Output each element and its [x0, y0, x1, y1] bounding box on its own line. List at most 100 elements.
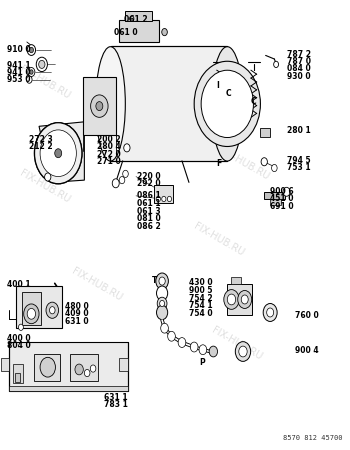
Text: 480 0: 480 0: [65, 302, 89, 311]
Circle shape: [130, 16, 134, 21]
Text: 754 1: 754 1: [189, 301, 212, 310]
Bar: [13, 364, 23, 383]
Circle shape: [157, 297, 167, 310]
Text: 061 1: 061 1: [136, 199, 160, 208]
Circle shape: [263, 303, 277, 321]
Circle shape: [199, 345, 207, 355]
Circle shape: [39, 60, 45, 68]
Text: 061 3: 061 3: [136, 207, 160, 216]
Bar: [260, 128, 270, 137]
Text: 061 0: 061 0: [114, 27, 138, 36]
Circle shape: [224, 290, 239, 309]
Ellipse shape: [96, 47, 125, 161]
Circle shape: [168, 331, 175, 341]
Text: 794 5: 794 5: [287, 156, 310, 165]
Circle shape: [261, 158, 267, 166]
Text: 941 1: 941 1: [7, 61, 30, 70]
Text: 220 0: 220 0: [136, 172, 160, 181]
Text: 430 0: 430 0: [189, 279, 212, 288]
Text: 409 0: 409 0: [65, 309, 89, 318]
Text: C: C: [225, 89, 231, 98]
Circle shape: [241, 295, 248, 304]
Bar: [154, 184, 173, 202]
Bar: [16, 286, 62, 328]
Circle shape: [267, 308, 274, 317]
Text: 212 2: 212 2: [29, 143, 52, 152]
Bar: [270, 199, 281, 205]
Circle shape: [124, 144, 130, 152]
Bar: [34, 354, 60, 381]
Bar: [9, 386, 128, 391]
Text: 900 6: 900 6: [270, 187, 294, 196]
Text: 787 2: 787 2: [287, 50, 310, 59]
Circle shape: [156, 286, 168, 300]
Text: 941 0: 941 0: [7, 68, 30, 77]
Text: 783 1: 783 1: [104, 400, 127, 410]
Text: FIX-HUB.RU: FIX-HUB.RU: [193, 221, 246, 258]
Circle shape: [194, 61, 260, 147]
Circle shape: [27, 308, 36, 319]
Text: 086 1: 086 1: [136, 191, 160, 200]
Text: 900 4: 900 4: [295, 346, 319, 355]
Circle shape: [29, 47, 34, 53]
Text: 754 2: 754 2: [189, 293, 212, 302]
Circle shape: [162, 196, 166, 202]
Text: FIX-HUB.RU: FIX-HUB.RU: [147, 109, 201, 146]
Circle shape: [190, 342, 198, 352]
Circle shape: [35, 123, 82, 184]
Circle shape: [24, 304, 39, 324]
Text: 753 1: 753 1: [287, 163, 310, 172]
Circle shape: [91, 95, 108, 117]
Text: 272 3: 272 3: [29, 135, 52, 144]
Circle shape: [119, 176, 125, 184]
Text: 400 1: 400 1: [7, 280, 30, 289]
Circle shape: [27, 76, 32, 83]
Circle shape: [161, 323, 168, 333]
Circle shape: [162, 28, 167, 36]
Text: 631 0: 631 0: [65, 316, 89, 325]
Circle shape: [36, 57, 47, 72]
Circle shape: [156, 305, 168, 320]
Bar: [1, 358, 9, 371]
Text: P: P: [199, 358, 205, 367]
Text: 930 0: 930 0: [287, 72, 310, 81]
Circle shape: [156, 273, 168, 289]
Circle shape: [235, 342, 251, 361]
Bar: [111, 46, 227, 161]
Text: 631 1: 631 1: [104, 393, 127, 402]
Bar: [126, 11, 152, 21]
Text: 910 0: 910 0: [7, 45, 30, 54]
Circle shape: [46, 302, 58, 318]
Text: 900 5: 900 5: [189, 286, 212, 295]
Circle shape: [96, 102, 103, 111]
Circle shape: [44, 173, 51, 181]
Circle shape: [272, 164, 277, 171]
Polygon shape: [39, 122, 84, 182]
Text: 081 0: 081 0: [136, 214, 160, 223]
Bar: [119, 358, 128, 371]
Bar: [22, 292, 41, 324]
Circle shape: [209, 346, 218, 357]
Circle shape: [283, 187, 290, 196]
Circle shape: [55, 149, 62, 158]
Circle shape: [30, 70, 33, 74]
Circle shape: [160, 300, 164, 306]
Bar: [15, 373, 20, 382]
Text: FIX-HUB.RU: FIX-HUB.RU: [18, 168, 72, 205]
Text: 200 2: 200 2: [97, 135, 120, 144]
Circle shape: [167, 196, 172, 202]
Bar: [83, 77, 116, 135]
Text: 754 0: 754 0: [189, 309, 212, 318]
Circle shape: [239, 346, 247, 357]
Circle shape: [49, 306, 55, 314]
Circle shape: [40, 130, 76, 176]
Text: F: F: [216, 159, 221, 168]
Text: 760 0: 760 0: [295, 311, 319, 320]
Circle shape: [40, 130, 76, 176]
Circle shape: [201, 70, 253, 138]
Circle shape: [40, 357, 55, 377]
Text: T: T: [152, 276, 158, 285]
Circle shape: [55, 149, 62, 158]
Text: 292 0: 292 0: [136, 179, 160, 188]
Circle shape: [227, 294, 236, 305]
